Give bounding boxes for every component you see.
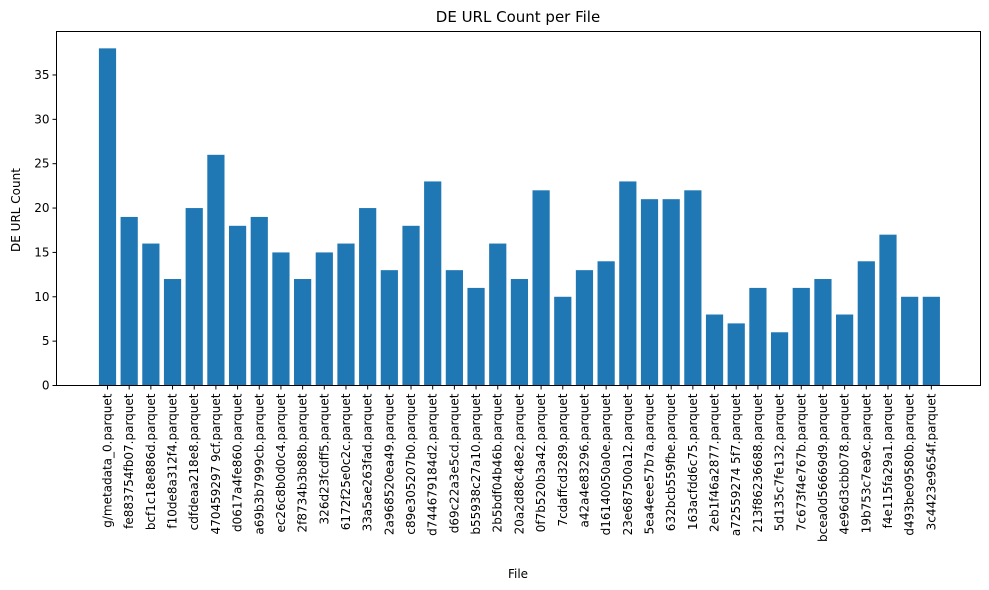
- bar: [163, 279, 182, 386]
- bar: [684, 190, 702, 386]
- bar: [705, 314, 724, 386]
- bar: [749, 287, 767, 386]
- x-axis-ticks: g/metadata_0.parquet fe883754fb07.parquet…: [101, 385, 938, 542]
- bar: [445, 270, 463, 386]
- plot-frame: [56, 31, 981, 386]
- bar: [727, 323, 745, 386]
- x-tick-label: 7cdaffcd3289.parquet: [556, 393, 570, 526]
- bar: [662, 199, 680, 386]
- x-tick-label: f10de8a312f4.parquet: [166, 393, 180, 528]
- bar: [814, 279, 832, 386]
- bar: [337, 243, 355, 386]
- x-axis-label: File: [508, 567, 528, 581]
- x-tick-label: d16140050a0e.parquet: [599, 393, 613, 535]
- y-tick-label: 20: [34, 201, 49, 215]
- x-tick-label: 3c4423e9654f.parquet: [924, 393, 938, 530]
- x-tick-label: bcf1c18e886d.parquet: [144, 393, 158, 530]
- x-tick-label: 326d23fcdff5.parquet: [317, 393, 331, 524]
- bar: [228, 225, 247, 386]
- bar: [402, 225, 420, 386]
- bar: [489, 243, 507, 386]
- x-tick-label: 6172f25e0c2c.parquet: [339, 393, 353, 530]
- x-tick-label: 20a2d88c48e2.parquet: [512, 393, 526, 534]
- bar: [857, 261, 875, 386]
- x-tick-label: 2f8734b3b88b.parquet: [296, 393, 310, 532]
- bar: [359, 208, 377, 386]
- x-tick-label: d493be09580b.parquet: [903, 393, 917, 535]
- x-tick-label: d0617a4fe860.parquet: [231, 393, 245, 532]
- x-tick-label: 19b753c7ea9c.parquet: [859, 393, 873, 533]
- x-tick-label: a42a4e83296.parquet: [577, 393, 591, 527]
- bar: [120, 216, 138, 386]
- bar: [380, 270, 398, 386]
- bar: [554, 296, 572, 386]
- x-tick-label: 163acfdd6c75.parquet: [686, 393, 700, 530]
- y-tick-label: 15: [34, 245, 49, 259]
- x-tick-label: g/metadata_0.parquet: [101, 393, 115, 528]
- bar: [424, 181, 442, 386]
- x-tick-label: 5ea4eee57b7a.parquet: [643, 393, 657, 534]
- bar: [98, 48, 117, 386]
- x-tick-label: 2eb1f46a2877.parquet: [708, 393, 722, 532]
- bar: [315, 252, 333, 386]
- x-tick-label: c89e305207b0.parquet: [404, 393, 418, 534]
- bar: [532, 190, 550, 386]
- chart-title: DE URL Count per File: [436, 8, 600, 26]
- bar: [250, 216, 268, 386]
- x-tick-label: d744679184d2.parquet: [426, 393, 440, 536]
- x-tick-label: 632bcb559fbe.parquet: [664, 393, 678, 531]
- y-axis-ticks: 0 5 10 15 20 25 30 35: [34, 68, 57, 393]
- y-tick-label: 0: [42, 379, 50, 393]
- x-tick-label: bcea0d56669d9.parquet: [816, 393, 830, 542]
- y-tick-label: 5: [42, 334, 50, 348]
- x-tick-label: 33a5ae263fad.parquet: [361, 393, 375, 531]
- x-tick-label: 7c673f4e767b.parquet: [794, 393, 808, 531]
- x-tick-label: f4e115fa29a1.parquet: [881, 393, 895, 528]
- x-tick-label: 5d135c7fe132.parquet: [773, 393, 787, 531]
- bar: [879, 234, 897, 386]
- x-tick-label: 2b5bdf04b46b.parquet: [491, 393, 505, 532]
- bar: [640, 199, 659, 386]
- bar: [185, 208, 203, 386]
- y-tick-label: 10: [34, 290, 49, 304]
- bar: [510, 279, 529, 386]
- x-tick-label: fe883754fb07.parquet: [122, 393, 136, 529]
- bar: [294, 279, 312, 386]
- x-tick-label: d69c22a3e5cd.parquet: [447, 393, 461, 533]
- bar: [901, 296, 919, 386]
- x-tick-label: 23e687500a12.parquet: [621, 393, 635, 535]
- bar: [272, 252, 290, 386]
- bar: [597, 261, 615, 386]
- x-tick-label: b55938c27a10.parquet: [469, 393, 483, 534]
- bar: [467, 287, 485, 386]
- bar: [207, 154, 225, 386]
- x-tick-label: 470459297 9cf.parquet: [209, 393, 223, 534]
- bar: [770, 332, 789, 386]
- x-tick-label: a72559274 5f7.parquet: [729, 393, 743, 536]
- x-tick-label: 4e96d3cbb078.parquet: [838, 393, 852, 534]
- bar: [575, 270, 594, 386]
- x-tick-label: cdfdeaa218e8.parquet: [187, 393, 201, 530]
- bar: [619, 181, 637, 386]
- y-tick-label: 30: [34, 112, 49, 126]
- x-tick-label: a69b3b7999cb.parquet: [252, 393, 266, 534]
- y-tick-label: 25: [34, 157, 49, 171]
- bar: [922, 296, 940, 386]
- y-tick-label: 35: [34, 68, 49, 82]
- x-tick-label: ec26c8b0d0c4.parquet: [274, 393, 288, 532]
- bars: [98, 48, 940, 386]
- x-tick-label: 213f86236688.parquet: [751, 393, 765, 532]
- x-tick-label: 0f7b520b3a42.parquet: [534, 393, 548, 532]
- bar: [792, 287, 810, 386]
- y-axis-label: DE URL Count: [9, 168, 23, 252]
- bar: [836, 314, 854, 386]
- x-tick-label: 2a968520ea49.parquet: [382, 393, 396, 535]
- bar: [142, 243, 160, 386]
